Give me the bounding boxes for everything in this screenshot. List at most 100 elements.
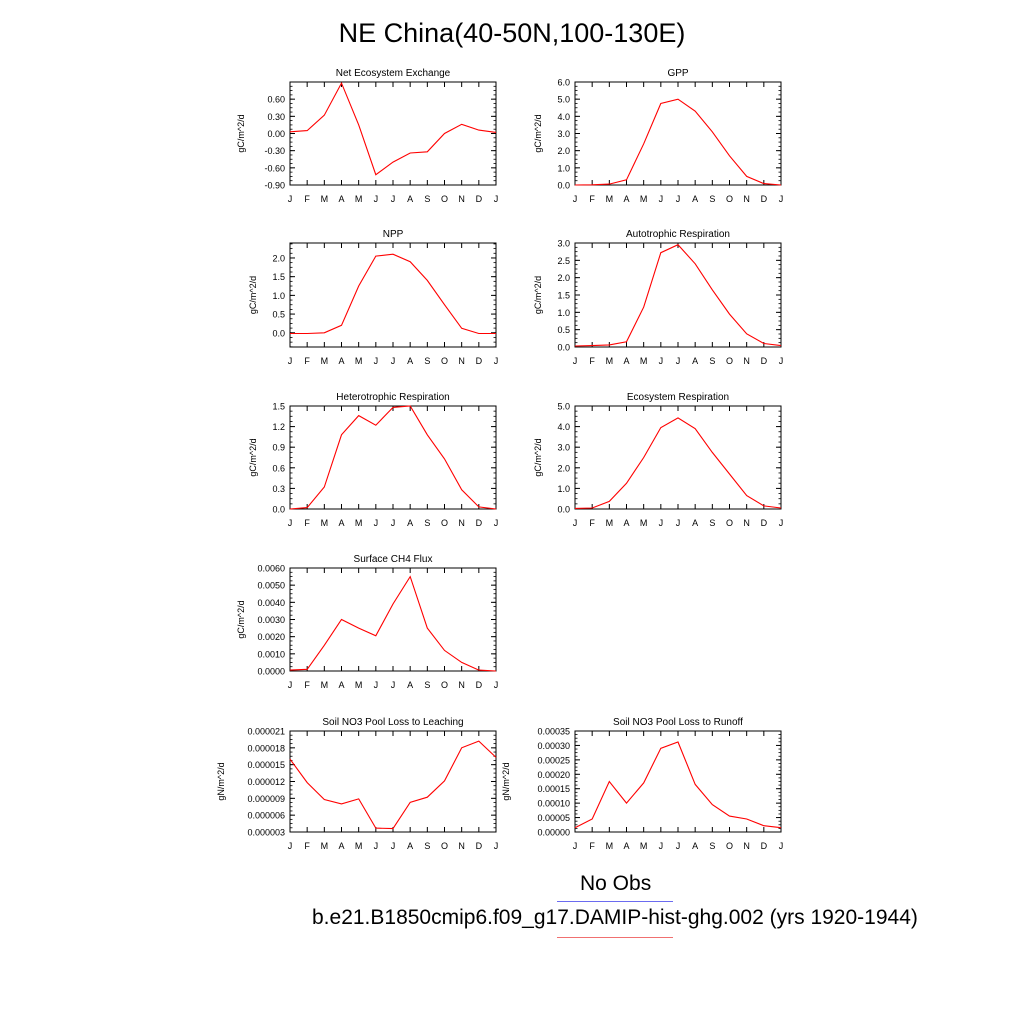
- x-tick-label: D: [476, 194, 483, 204]
- x-tick-label: A: [338, 356, 344, 366]
- y-tick-label: 0.60: [267, 95, 285, 105]
- legend-case-line: [557, 937, 673, 938]
- x-tick-label: J: [676, 841, 681, 851]
- y-axis-label: gC/m^2/d: [533, 438, 543, 476]
- x-tick-label: M: [321, 356, 329, 366]
- chart-panel-9: J F M A M J J A S O N D J0.000000.000050.000100.0001…: [501, 717, 783, 851]
- plot-frame: [289, 81, 497, 186]
- x-tick-label: O: [441, 194, 448, 204]
- y-tick-label: 0.0: [557, 343, 570, 353]
- y-tick-label: 0.00: [267, 129, 285, 139]
- x-tick-label: A: [692, 841, 698, 851]
- y-tick-label: 0.00000: [537, 828, 570, 838]
- x-tick-label: N: [458, 841, 465, 851]
- x-tick-label: J: [288, 194, 293, 204]
- y-axis-label: gC/m^2/d: [236, 114, 246, 152]
- x-tick-label: M: [606, 356, 614, 366]
- y-tick-label: 0.0060: [257, 564, 285, 574]
- x-tick-label: J: [288, 356, 293, 366]
- legend-obs-line: [557, 901, 673, 902]
- x-tick-label: F: [304, 841, 310, 851]
- x-tick-label: J: [659, 194, 664, 204]
- y-tick-label: 0.00005: [537, 813, 570, 823]
- x-tick-label: O: [441, 356, 448, 366]
- x-tick-label: J: [573, 518, 578, 528]
- x-tick-label: A: [692, 194, 698, 204]
- x-tick-label: A: [407, 518, 413, 528]
- x-tick-label: J: [374, 518, 379, 528]
- y-tick-label: 0.0030: [257, 615, 285, 625]
- plot-frame: [574, 81, 782, 186]
- x-tick-label: J: [288, 518, 293, 528]
- x-tick-label: O: [726, 841, 733, 851]
- x-tick-label: O: [441, 680, 448, 690]
- plot-frame: [574, 242, 782, 348]
- series-line: [289, 81, 497, 176]
- x-tick-label: J: [659, 841, 664, 851]
- x-tick-label: M: [355, 194, 363, 204]
- plot-frame: [289, 242, 497, 348]
- x-tick-label: F: [589, 518, 595, 528]
- x-tick-label: O: [726, 194, 733, 204]
- chart-panel-4: J F M A M J J A S O N D J0.00.51.01.52.02.53.0Autotr…: [533, 229, 783, 366]
- y-tick-label: 1.5: [557, 291, 570, 301]
- y-axis-label: gN/m^2/d: [501, 762, 511, 800]
- x-tick-label: O: [726, 356, 733, 366]
- y-tick-label: 0.0050: [257, 581, 285, 591]
- y-tick-label: 3.0: [557, 443, 570, 453]
- y-tick-label: 4.0: [557, 112, 570, 122]
- x-tick-label: J: [391, 356, 396, 366]
- x-tick-label: O: [726, 518, 733, 528]
- x-tick-label: F: [304, 356, 310, 366]
- y-tick-label: 0.0: [272, 328, 285, 338]
- x-tick-label: J: [573, 841, 578, 851]
- x-tick-label: N: [743, 194, 750, 204]
- plot-frame: [574, 730, 782, 833]
- x-tick-label: J: [779, 194, 784, 204]
- x-tick-label: A: [692, 518, 698, 528]
- x-tick-label: A: [338, 680, 344, 690]
- x-tick-label: N: [458, 194, 465, 204]
- y-tick-label: 0.00025: [537, 755, 570, 765]
- x-tick-label: N: [458, 518, 465, 528]
- x-tick-label: S: [709, 841, 715, 851]
- x-tick-label: S: [424, 194, 430, 204]
- y-tick-label: 0.000009: [247, 794, 285, 804]
- x-tick-label: N: [743, 356, 750, 366]
- y-tick-label: 4.0: [557, 422, 570, 432]
- x-tick-label: J: [573, 194, 578, 204]
- y-tick-label: 1.5: [272, 402, 285, 412]
- y-tick-label: -0.90: [264, 181, 285, 191]
- x-tick-label: A: [338, 841, 344, 851]
- x-tick-label: F: [589, 194, 595, 204]
- y-tick-label: 6.0: [557, 78, 570, 88]
- x-tick-label: J: [374, 194, 379, 204]
- x-tick-label: M: [640, 356, 648, 366]
- chart-panel-6: J F M A M J J A S O N D J0.01.02.03.04.05.0Ecosystem…: [533, 392, 783, 528]
- y-tick-label: 0.00035: [537, 727, 570, 737]
- y-tick-label: 0.000018: [247, 743, 285, 753]
- y-tick-label: 0.000015: [247, 760, 285, 770]
- x-tick-label: A: [407, 680, 413, 690]
- x-tick-label: M: [606, 841, 614, 851]
- x-tick-label: J: [391, 518, 396, 528]
- y-tick-label: 0.0000: [257, 667, 285, 677]
- y-tick-label: 1.5: [272, 272, 285, 282]
- series-line: [574, 98, 782, 186]
- y-tick-label: 0.0010: [257, 649, 285, 659]
- x-tick-label: F: [304, 680, 310, 690]
- x-tick-label: A: [338, 194, 344, 204]
- x-tick-label: J: [288, 841, 293, 851]
- y-tick-label: 0.0: [272, 505, 285, 515]
- y-tick-label: 2.0: [272, 253, 285, 263]
- y-tick-label: 0.5: [557, 325, 570, 335]
- x-tick-label: M: [640, 194, 648, 204]
- x-tick-label: A: [407, 356, 413, 366]
- y-axis-label: gC/m^2/d: [248, 438, 258, 476]
- y-axis-label: gC/m^2/d: [248, 276, 258, 314]
- y-axis-label: gC/m^2/d: [533, 114, 543, 152]
- x-tick-label: J: [573, 356, 578, 366]
- y-tick-label: 0.0040: [257, 598, 285, 608]
- y-tick-label: 0.0: [557, 181, 570, 191]
